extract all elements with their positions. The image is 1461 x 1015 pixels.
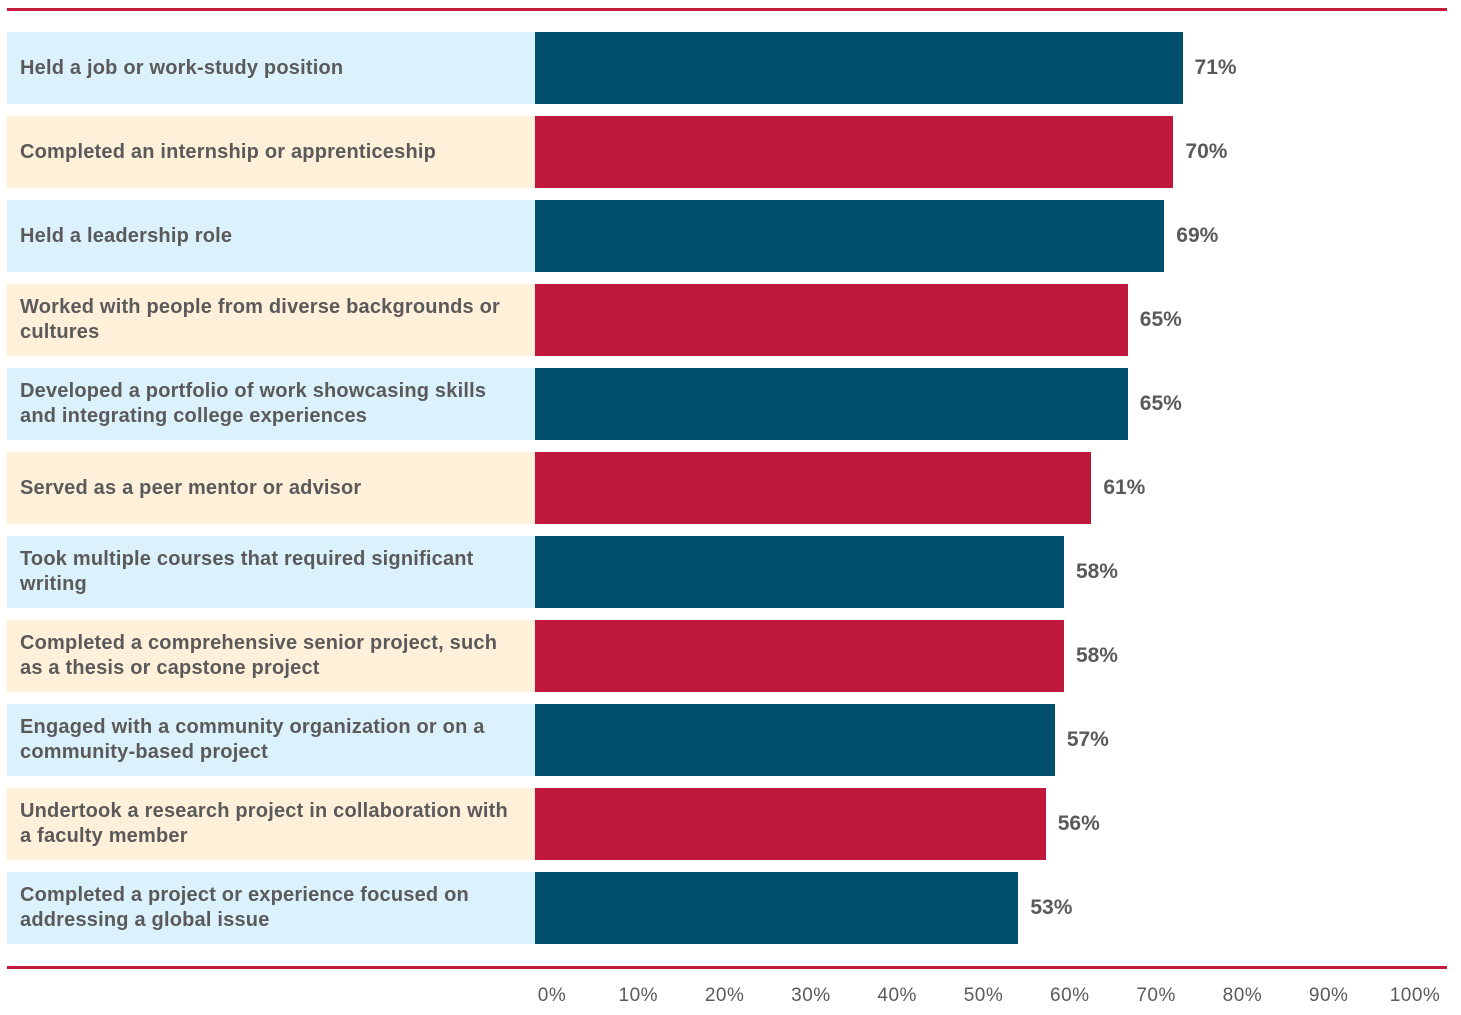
bar	[535, 788, 1046, 860]
x-tick-label: 0%	[537, 985, 567, 1006]
category-label: Served as a peer mentor or advisor	[7, 452, 535, 524]
category-label: Took multiple courses that required sign…	[7, 536, 535, 608]
bar-row: Developed a portfolio of work showcasing…	[7, 368, 1447, 440]
data-label: 70%	[1185, 140, 1228, 163]
bar-row: Took multiple courses that required sign…	[7, 536, 1447, 608]
bar-row: Worked with people from diverse backgrou…	[7, 284, 1447, 356]
category-label: Held a job or work-study position	[7, 32, 535, 104]
bar-row: Held a leadership role 69%	[7, 200, 1447, 272]
bottom-rule	[7, 966, 1447, 969]
bar-chart: Held a job or work-study position 71% Comp…	[7, 32, 1447, 944]
bar	[535, 452, 1092, 524]
bar-row: Completed a project or experience focuse…	[7, 872, 1447, 944]
bar-row: Completed a comprehensive senior project…	[7, 620, 1447, 692]
bar	[535, 536, 1064, 608]
bar-row: Served as a peer mentor or advisor 61%	[7, 452, 1447, 524]
x-tick-label: 60%	[1050, 985, 1090, 1006]
top-rule	[7, 8, 1447, 11]
category-label: Developed a portfolio of work showcasing…	[7, 368, 535, 440]
data-label: 65%	[1139, 392, 1182, 415]
x-tick-label: 10%	[618, 985, 659, 1006]
x-tick-label: 20%	[704, 985, 745, 1006]
data-label: 61%	[1103, 476, 1146, 499]
bar	[535, 116, 1174, 188]
data-label: 56%	[1057, 812, 1100, 835]
x-tick-label: 90%	[1308, 985, 1349, 1006]
bar	[535, 368, 1128, 440]
category-label: Undertook a research project in collabor…	[7, 788, 535, 860]
data-label: 69%	[1176, 224, 1219, 247]
bar	[535, 200, 1165, 272]
category-label: Completed a project or experience focuse…	[7, 872, 535, 944]
x-tick-label: 50%	[963, 985, 1004, 1006]
bar-row: Held a job or work-study position 71%	[7, 32, 1447, 104]
x-tick-label: 80%	[1222, 985, 1263, 1006]
bar-row: Undertook a research project in collabor…	[7, 788, 1447, 860]
bar	[535, 704, 1055, 776]
bar	[535, 620, 1064, 692]
category-label: Completed an internship or apprenticeshi…	[7, 116, 535, 188]
category-label: Engaged with a community organization or…	[7, 704, 535, 776]
data-label: 65%	[1139, 308, 1182, 331]
category-label: Held a leadership role	[7, 200, 535, 272]
category-label: Worked with people from diverse backgrou…	[7, 284, 535, 356]
bar-row: Engaged with a community organization or…	[7, 704, 1447, 776]
data-label: 58%	[1075, 560, 1118, 583]
category-label: Completed a comprehensive senior project…	[7, 620, 535, 692]
data-label: 53%	[1030, 896, 1073, 919]
bar	[535, 32, 1183, 104]
bar	[535, 872, 1019, 944]
data-label: 58%	[1075, 644, 1118, 667]
data-label: 57%	[1066, 728, 1109, 751]
x-tick-label: 100%	[1389, 985, 1441, 1006]
data-label: 71%	[1194, 56, 1237, 79]
x-axis: 0% 10% 20% 30% 40% 50% 60% 70% 80% 90% 100%	[0, 985, 1461, 1015]
x-tick-label: 70%	[1136, 985, 1176, 1006]
x-tick-label: 30%	[791, 985, 831, 1006]
bar-row: Completed an internship or apprenticeshi…	[7, 116, 1447, 188]
x-tick-label: 40%	[877, 985, 917, 1006]
bar	[535, 284, 1128, 356]
